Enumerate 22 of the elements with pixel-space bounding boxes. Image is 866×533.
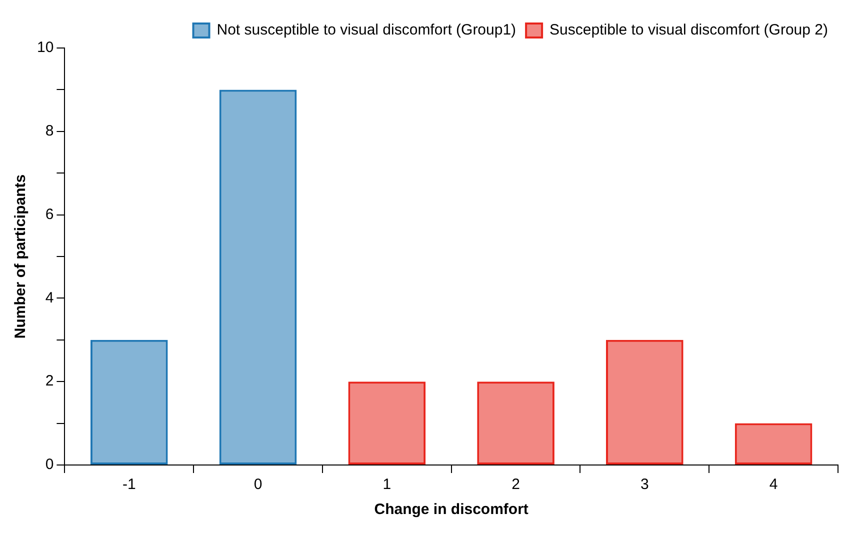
bar (90, 340, 168, 464)
y-tick-label: 2 (45, 372, 54, 390)
x-tick-label: 3 (640, 476, 649, 494)
legend-label: Susceptible to visual discomfort (Group 2) (550, 22, 828, 39)
bar (348, 382, 426, 464)
x-axis-title: Change in discomfort (374, 501, 528, 518)
y-tick-label: 0 (45, 456, 54, 474)
y-tick-label: 4 (45, 289, 54, 306)
x-tick-label: 4 (769, 476, 778, 494)
bar (219, 90, 297, 464)
y-tick-label: 10 (36, 39, 54, 56)
bar (477, 382, 554, 464)
bar (734, 423, 812, 464)
y-tick-label: 6 (45, 206, 54, 223)
bar (606, 340, 684, 464)
x-tick-label: -1 (122, 476, 136, 494)
x-tick-label: 1 (382, 476, 392, 494)
legend-label: Not susceptible to visual discomfort (Group1) (216, 22, 516, 39)
x-tick-label: 0 (254, 476, 262, 494)
y-tick-label: 8 (45, 122, 54, 140)
x-tick-label: 2 (512, 476, 520, 494)
y-axis-title: Number of participants (12, 174, 30, 339)
